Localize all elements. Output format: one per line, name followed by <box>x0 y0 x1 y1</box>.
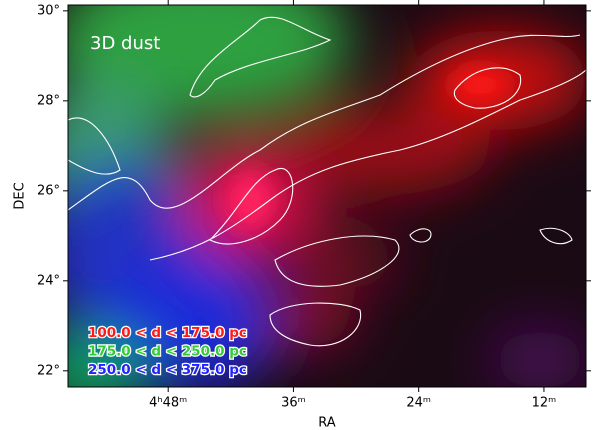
y-tick-label: 30° <box>37 3 60 18</box>
contour <box>68 16 586 347</box>
legend-entry: 250.0 < d < 375.0 pc <box>88 362 247 378</box>
annotation: 3D dust <box>90 33 160 54</box>
dust-map <box>68 5 586 387</box>
plot-frame <box>67 4 587 388</box>
y-axis-label: DEC <box>13 182 28 209</box>
x-tick-label: 12ᵐ <box>532 396 557 411</box>
y-tick-label: 26° <box>37 183 60 198</box>
x-tick-label: 24ᵐ <box>406 396 431 411</box>
y-tick-label: 24° <box>37 273 60 288</box>
y-tick-label: 22° <box>37 363 60 378</box>
x-axis-label: RA <box>318 416 336 430</box>
y-tick-label: 28° <box>37 93 60 108</box>
x-tick-label: 4ʰ48ᵐ <box>149 396 187 411</box>
x-tick-label: 36ᵐ <box>281 396 306 411</box>
legend-entry: 100.0 < d < 175.0 pc <box>88 325 247 341</box>
legend-entry: 175.0 < d < 250.0 pc <box>88 344 247 360</box>
